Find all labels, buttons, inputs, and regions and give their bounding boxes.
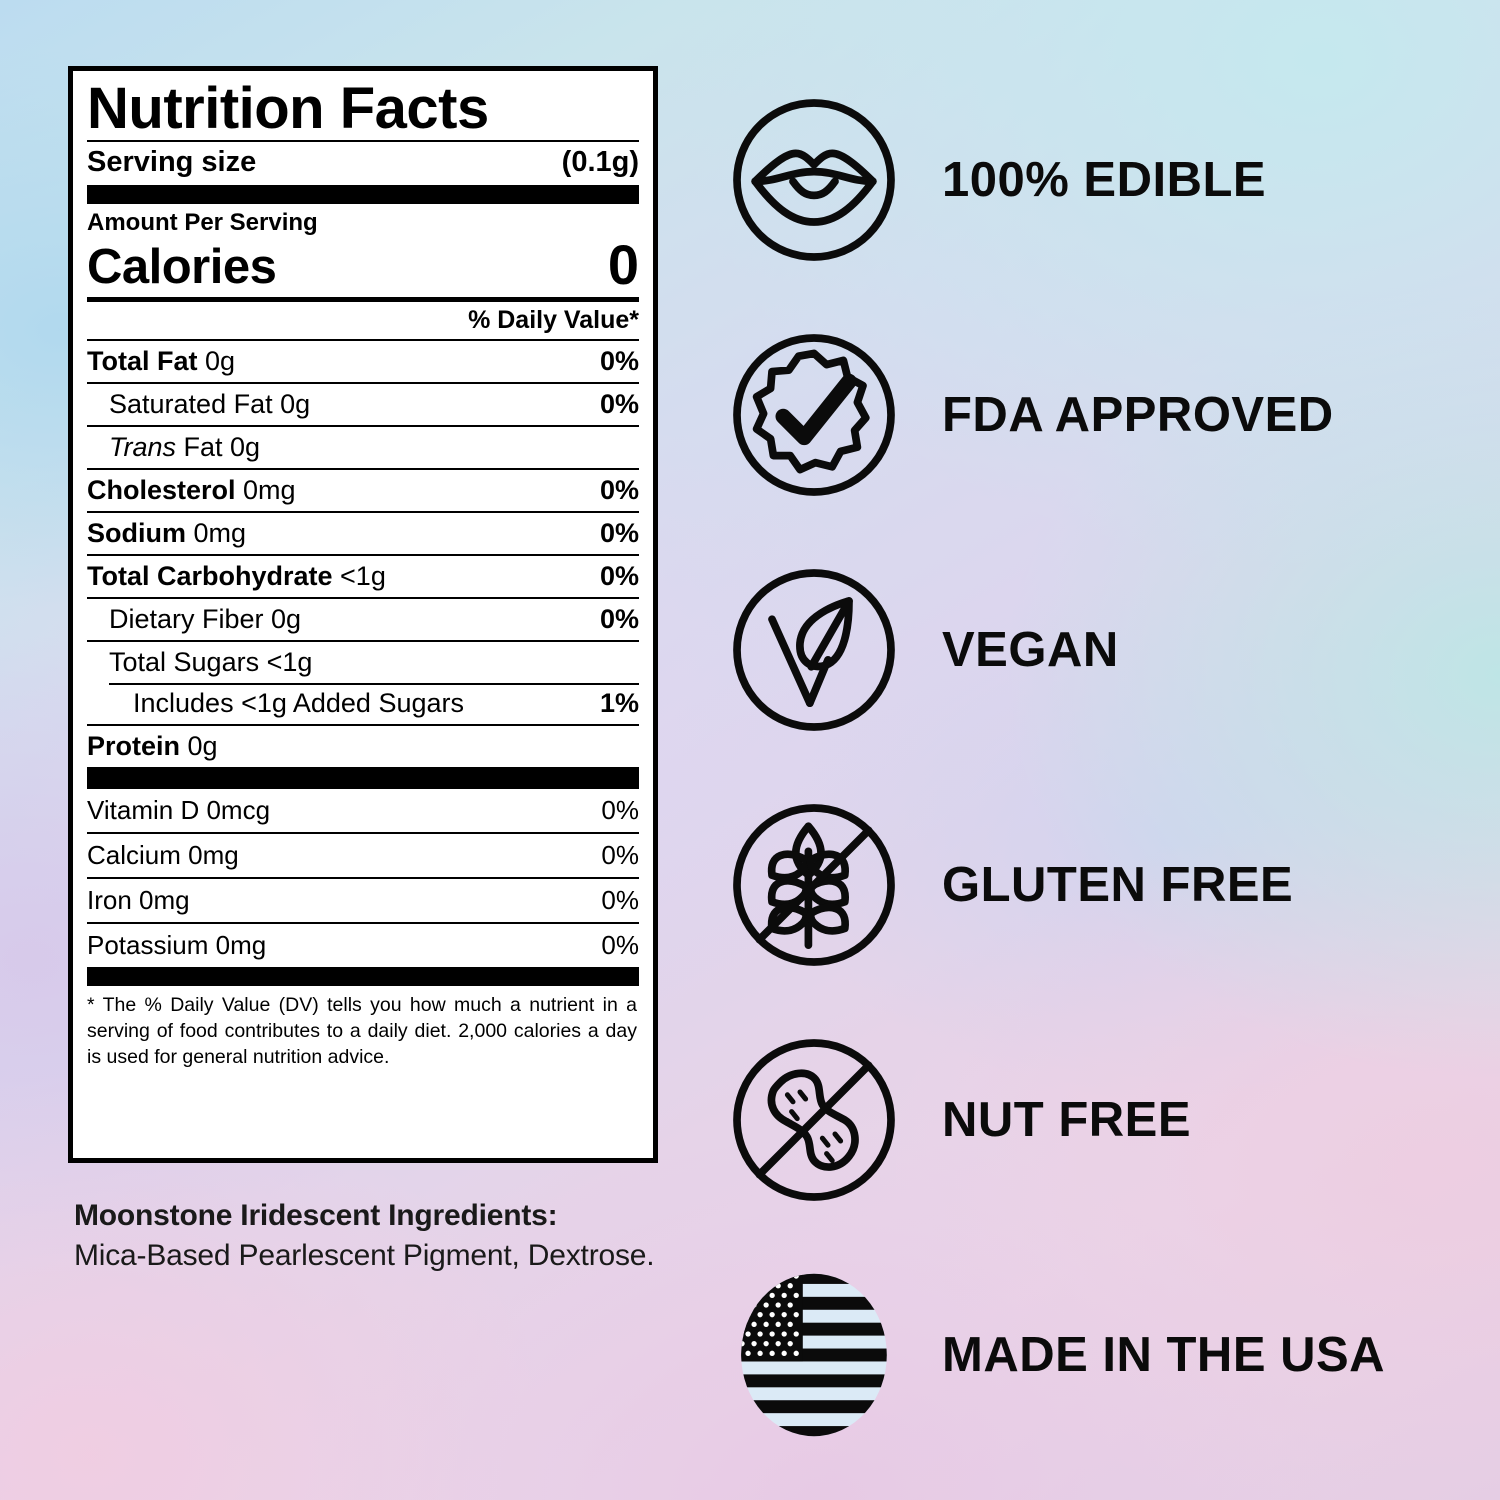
daily-value-header: % Daily Value* (468, 305, 639, 334)
nutrient-name: Cholesterol 0mg (87, 474, 296, 505)
nutrient-daily-value: 0% (599, 517, 639, 548)
badge-label: VEGAN (942, 622, 1119, 677)
daily-value-footnote: * The % Daily Value (DV) tells you how m… (87, 993, 637, 1068)
vitamin-row: Calcium 0mg 0% (87, 831, 639, 877)
thick-divider-before-vitamins (87, 766, 639, 789)
badge-label: 100% EDIBLE (942, 152, 1267, 207)
vitamin-daily-value: 0% (601, 794, 639, 825)
leaf-v-icon (730, 566, 898, 734)
nutrient-rows: Total Fat 0g 0% Saturated Fat 0g 0% Trans Fa… (87, 338, 639, 767)
badge-nut-free: NUT FREE (730, 1002, 1490, 1237)
nutrient-row: Trans Fat 0g (87, 424, 639, 468)
nutrient-name: Includes <1g Added Sugars (133, 687, 465, 718)
nutrient-name: Trans Fat 0g (109, 431, 261, 462)
badge-vegan: VEGAN (730, 532, 1490, 767)
divider-under-calories (87, 296, 639, 302)
nutrient-daily-value: 1% (599, 687, 639, 718)
ingredients-body: Mica-Based Pearlescent Pigment, Dextrose… (74, 1238, 655, 1272)
nutrient-name: Total Fat 0g (87, 345, 236, 376)
nutrient-daily-value: 0% (599, 345, 639, 376)
vitamin-name: Iron 0mg (87, 884, 190, 915)
badge-made-in-the-usa: MADE IN THE USA (730, 1237, 1490, 1472)
nutrition-facts-title: Nutrition Facts (87, 76, 489, 141)
vitamin-row: Potassium 0mg 0% (87, 921, 639, 967)
vitamin-daily-value: 0% (601, 839, 639, 870)
no-wheat-icon (730, 801, 898, 969)
nutrient-name: Protein 0g (87, 730, 218, 761)
badge-gluten-free: GLUTEN FREE (730, 767, 1490, 1002)
badge-label: MADE IN THE USA (942, 1327, 1386, 1382)
thick-divider-top (87, 184, 639, 204)
calories-value: 0 (607, 232, 639, 296)
check-seal-icon (730, 331, 898, 499)
badge-100-edible: 100% EDIBLE (730, 62, 1490, 297)
serving-size-label: Serving size (87, 145, 257, 178)
calories-label: Calories (87, 239, 277, 294)
badge-label: FDA APPROVED (942, 387, 1334, 442)
nutrition-facts-panel: Nutrition Facts Serving size (0.1g) Amou… (68, 66, 658, 1163)
vitamin-row: Vitamin D 0mcg 0% (87, 789, 639, 832)
badge-list: 100% EDIBLE FDA APPROVED VEGAN GLUTEN FREE N… (730, 62, 1490, 1472)
nutrient-name: Total Carbohydrate <1g (87, 560, 386, 591)
calories-row: Calories 0 (87, 232, 639, 297)
nutrient-row: Dietary Fiber 0g 0% (87, 596, 639, 640)
vitamin-name: Calcium 0mg (87, 839, 239, 870)
serving-size-row: Serving size (0.1g) (87, 142, 639, 185)
vitamin-name: Vitamin D 0mcg (87, 794, 271, 825)
ingredients-block: Moonstone Iridescent Ingredients: Mica-B… (74, 1196, 694, 1276)
nutrient-row: Includes <1g Added Sugars 1% (87, 682, 639, 724)
vitamin-row: Iron 0mg 0% (87, 876, 639, 922)
nutrient-row: Saturated Fat 0g 0% (87, 381, 639, 425)
ingredients-heading: Moonstone Iridescent Ingredients: (74, 1199, 558, 1232)
nutrient-name: Saturated Fat 0g (109, 388, 311, 419)
nutrient-row: Total Fat 0g 0% (87, 338, 639, 382)
no-peanut-icon (730, 1036, 898, 1204)
vitamin-daily-value: 0% (601, 929, 639, 960)
nutrient-name: Sodium 0mg (87, 517, 247, 548)
amount-per-serving-label: Amount Per Serving (87, 208, 318, 236)
nutrient-daily-value: 0% (599, 560, 639, 591)
lips-icon (730, 96, 898, 264)
serving-size-value: (0.1g) (561, 145, 639, 178)
badge-label: GLUTEN FREE (942, 857, 1294, 912)
thick-divider-before-footnote (87, 966, 639, 986)
nutrient-name: Total Sugars <1g (109, 646, 313, 677)
nutrient-row: Protein 0g (87, 723, 639, 767)
nutrient-daily-value: 0% (599, 388, 639, 419)
nutrient-row: Sodium 0mg 0% (87, 510, 639, 554)
divider-under-title (87, 139, 639, 142)
vitamin-daily-value: 0% (601, 884, 639, 915)
usa-flag-icon (730, 1271, 898, 1439)
vitamin-name: Potassium 0mg (87, 929, 267, 960)
vitamin-rows: Vitamin D 0mcg 0% Calcium 0mg 0% Iron 0mg 0% P… (87, 789, 639, 967)
nutrient-row: Cholesterol 0mg 0% (87, 467, 639, 511)
nutrient-name: Dietary Fiber 0g (109, 603, 302, 634)
badge-fda-approved: FDA APPROVED (730, 297, 1490, 532)
badge-label: NUT FREE (942, 1092, 1191, 1147)
nutrient-row: Total Carbohydrate <1g 0% (87, 553, 639, 597)
nutrient-daily-value: 0% (599, 603, 639, 634)
nutrient-daily-value: 0% (599, 474, 639, 505)
nutrient-row: Total Sugars <1g (87, 639, 639, 683)
